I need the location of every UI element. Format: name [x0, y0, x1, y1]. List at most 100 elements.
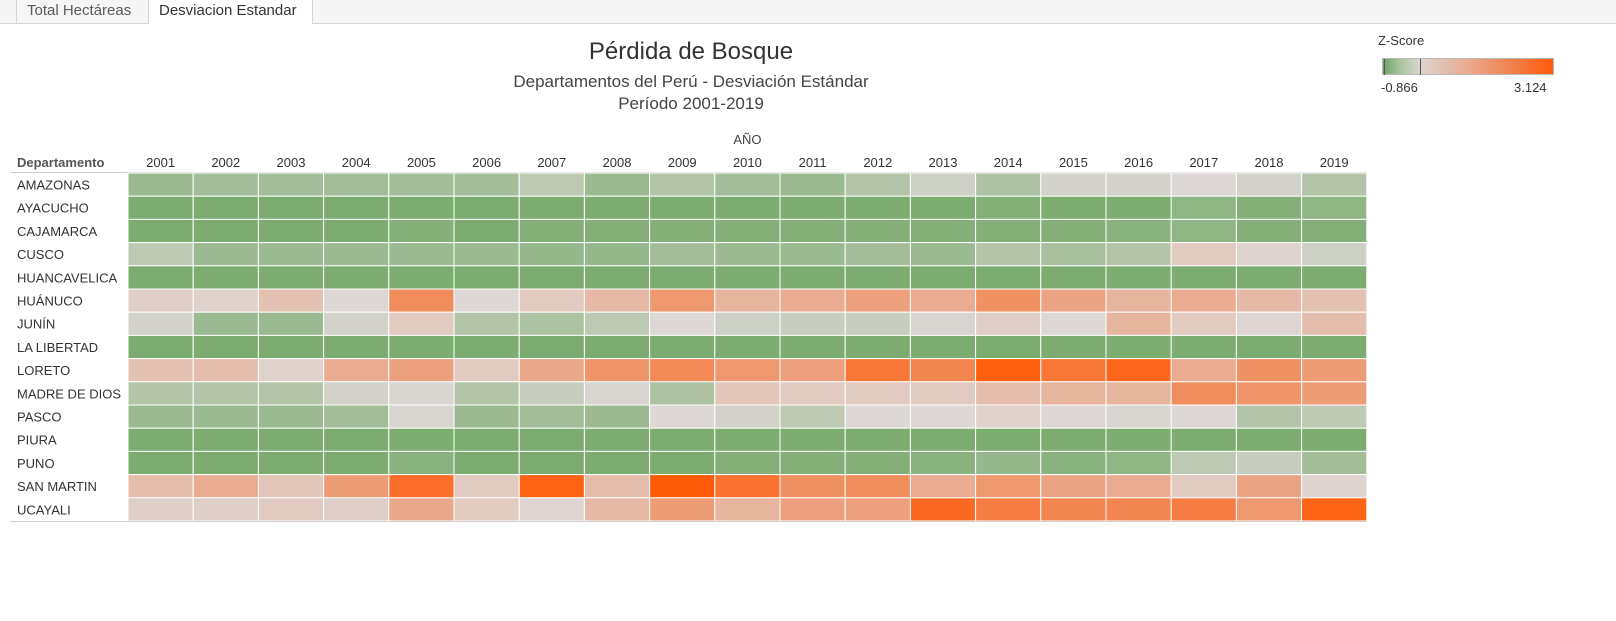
heatmap-cell [649, 172, 716, 197]
heatmap-cell [127, 497, 194, 522]
heatmap-cell [1105, 450, 1172, 476]
heatmap-cell [388, 288, 455, 313]
heatmap-cell [1170, 381, 1237, 406]
heatmap-cell [844, 265, 911, 290]
heatmap-cell [127, 358, 194, 383]
heatmap-cell [909, 311, 977, 336]
heatmap-cell [323, 450, 390, 476]
heatmap-cell [1235, 288, 1303, 313]
heatmap-cell [257, 311, 325, 336]
column-label: 2005 [407, 155, 436, 170]
heatmap-cell [975, 474, 1042, 499]
heatmap-cell [844, 381, 911, 406]
heatmap-cell [518, 358, 585, 383]
heatmap-cell [844, 474, 911, 499]
heatmap-cell [192, 497, 259, 522]
heatmap-cell [1105, 218, 1172, 244]
heatmap-cell [1170, 358, 1237, 383]
heatmap-cell [453, 218, 520, 244]
heatmap-cell [1301, 195, 1368, 220]
heatmap-cell [323, 474, 390, 499]
heatmap-cell [518, 288, 585, 313]
heatmap-cell [844, 242, 911, 267]
heatmap-cell [779, 195, 846, 220]
heatmap-cell [1105, 497, 1172, 522]
heatmap-cell [257, 288, 325, 313]
heatmap-cell [714, 358, 781, 383]
column-label: 2013 [929, 155, 958, 170]
heatmap-cell [323, 172, 390, 197]
heatmap-cell [518, 195, 585, 220]
heatmap-cell [323, 218, 390, 244]
row-label: PASCO [17, 410, 62, 425]
heatmap-cell [192, 427, 259, 452]
heatmap-cell [518, 265, 585, 290]
heatmap-cell [1235, 358, 1303, 383]
heatmap-cell [844, 450, 911, 476]
heatmap-cell [975, 311, 1042, 336]
tab-desviacion-estandar[interactable]: Desviacion Estandar [148, 0, 313, 24]
heatmap-cell [127, 427, 194, 452]
heatmap-cell [257, 427, 325, 452]
column-label: 2010 [733, 155, 762, 170]
heatmap-cell [1040, 427, 1107, 452]
chart-subtitle: Departamentos del Perú - Desviación Está… [513, 72, 869, 91]
heatmap-cell [649, 311, 716, 336]
heatmap-cell [1235, 242, 1303, 267]
heatmap-cell [323, 497, 390, 522]
heatmap-cell [909, 404, 977, 429]
heatmap-cell [975, 172, 1042, 197]
heatmap-cell [453, 474, 520, 499]
heatmap-cell [583, 311, 651, 336]
heatmap-cell [1170, 265, 1237, 290]
column-label: 2018 [1255, 155, 1284, 170]
heatmap-cell [909, 242, 977, 267]
heatmap-cell [714, 218, 781, 244]
heatmap-cell [714, 242, 781, 267]
heatmap-cell [192, 288, 259, 313]
heatmap-cell [1105, 288, 1172, 313]
heatmap-cell [1170, 172, 1237, 197]
heatmap-cell [257, 474, 325, 499]
heatmap-cell [975, 497, 1042, 522]
heatmap-cell [453, 450, 520, 476]
heatmap-cell [518, 172, 585, 197]
heatmap-cell [909, 288, 977, 313]
heatmap-cell [192, 195, 259, 220]
heatmap-cell [583, 358, 651, 383]
heatmap-cell [453, 381, 520, 406]
heatmap-cell [518, 381, 585, 406]
heatmap-cell [779, 450, 846, 476]
heatmap-cell [127, 334, 194, 360]
heatmap-cell [909, 381, 977, 406]
chart-period: Período 2001-2019 [618, 94, 764, 113]
heatmap-cell [1105, 334, 1172, 360]
heatmap-cell [127, 242, 194, 267]
heatmap-cell [1301, 288, 1368, 313]
heatmap-cell [844, 404, 911, 429]
heatmap-cell [388, 450, 455, 476]
heatmap-cell [1235, 381, 1303, 406]
heatmap-cell [192, 311, 259, 336]
heatmap-cell [975, 195, 1042, 220]
heatmap-cell [453, 358, 520, 383]
heatmap-cell [518, 404, 585, 429]
legend-color-bar [1382, 58, 1554, 75]
row-label: PUNO [17, 456, 55, 471]
row-label: LA LIBERTAD [17, 340, 98, 355]
heatmap-cell [975, 288, 1042, 313]
heatmap-cell [388, 311, 455, 336]
heatmap-cell [975, 381, 1042, 406]
tab-total-hectareas[interactable]: Total Hectáreas [16, 0, 149, 23]
heatmap-cell [127, 381, 194, 406]
heatmap-cell [257, 265, 325, 290]
heatmap-cell [192, 404, 259, 429]
heatmap-cell [518, 474, 585, 499]
heatmap-cell [844, 172, 911, 197]
heatmap-cell [1301, 334, 1368, 360]
heatmap-cell [127, 218, 194, 244]
legend-min-label: -0.866 [1381, 80, 1418, 95]
heatmap-cell [779, 265, 846, 290]
heatmap-cell [1235, 265, 1303, 290]
heatmap-cell [192, 358, 259, 383]
